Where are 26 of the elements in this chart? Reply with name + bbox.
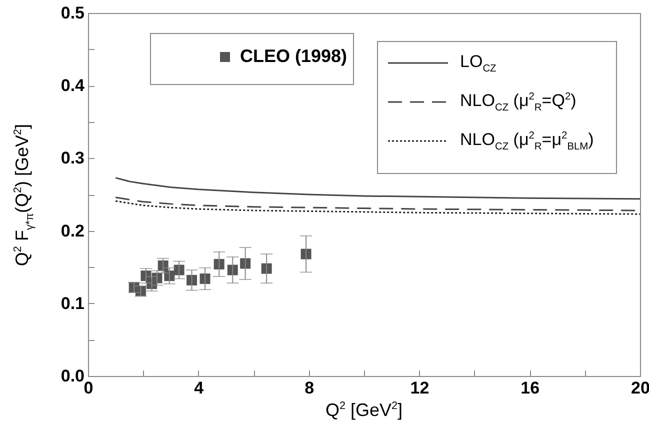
legend-label: LO$_{CZ}$ [460,52,496,74]
point [200,273,210,284]
x-tick-label: 4 [194,378,204,398]
x-tick-label: 16 [520,378,540,398]
point [186,274,198,286]
legend-label: CLEO (1998) [240,46,347,67]
point [214,258,224,270]
legend-box: CLEO (1998) [150,33,354,85]
y-tick-label: 0.5 [60,4,84,22]
y-tick-label: 0.2 [60,221,84,240]
legend-label: NLO$_{CZ}$ (μ$^{2}$$_{R}$=Q$^{2}$) [460,91,576,114]
point [261,263,272,274]
point [240,258,251,269]
y-tick-label: 0.3 [60,148,84,168]
y-tick-label: 0.0 [60,366,84,386]
x-tick-label: 20 [631,378,649,398]
x-tick-label: 12 [410,378,430,398]
y-tick-label: 0.1 [60,294,84,313]
text: NLO$_{CZ}$ (μ$^{2}$$_{R}$=μ$^{2}$$_{BLM}$) [460,130,594,152]
y-tick-label: 0.4 [60,76,86,96]
line-series [114,200,641,215]
x-tick-label: 8 [304,378,314,398]
line-series [114,177,641,200]
point [300,248,312,260]
x-axis-title: Q$^{2}$ [GeV$^{2}$] [325,400,403,421]
x-tick-label: 0 [84,378,94,398]
